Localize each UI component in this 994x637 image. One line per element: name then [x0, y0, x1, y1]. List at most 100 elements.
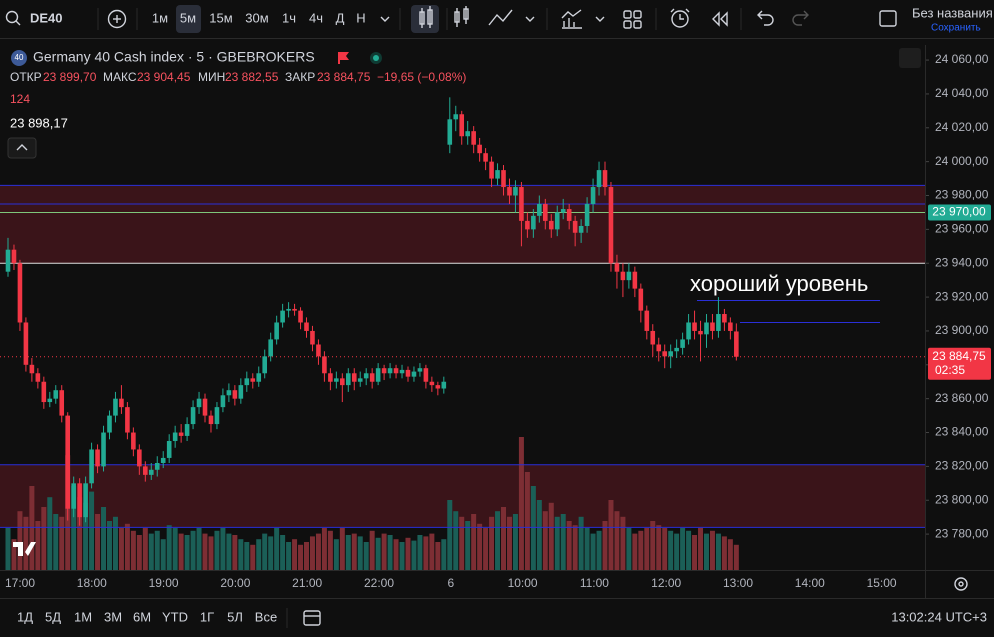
timeframe-button[interactable]: 15м	[209, 10, 232, 25]
range-button[interactable]: 6М	[133, 609, 151, 624]
volume-bar	[23, 516, 29, 570]
candle-body	[489, 161, 494, 179]
volume-bar	[698, 528, 704, 570]
candle-body	[399, 369, 405, 374]
range-button[interactable]: YTD	[162, 609, 188, 624]
volume-bar	[136, 535, 142, 570]
scale-button[interactable]	[899, 48, 921, 68]
candle-body	[435, 385, 441, 389]
volume-bar	[596, 530, 602, 570]
candle-body	[11, 249, 17, 264]
redo-button[interactable]	[792, 10, 809, 26]
range-button[interactable]: 1М	[74, 609, 92, 624]
candles-chart-type[interactable]	[419, 6, 433, 28]
candle-body	[495, 170, 500, 179]
candle-body	[59, 390, 65, 416]
volume-bar	[512, 514, 518, 570]
symbol-title[interactable]: Germany 40 Cash index · 5 · GBEBROKERS	[33, 49, 315, 65]
candle-body	[423, 368, 429, 382]
range-button[interactable]: 5Л	[227, 609, 243, 624]
candle-body	[292, 308, 297, 311]
volume-bar	[172, 528, 178, 570]
y-tick-label: 23 840,00	[935, 425, 989, 439]
timeframe-button[interactable]: 4ч	[309, 10, 323, 25]
indicators-button[interactable]	[488, 9, 513, 26]
layout-button[interactable]	[623, 10, 642, 29]
volume-bar	[11, 539, 17, 570]
save-status[interactable]: Сохранить	[931, 23, 981, 34]
candle-body	[125, 407, 130, 433]
candle-body	[148, 469, 154, 475]
volume-bar	[369, 530, 375, 570]
range-button[interactable]: 5Д	[45, 609, 61, 624]
candle-body	[513, 187, 518, 196]
candle-body	[351, 373, 357, 382]
volume-bar	[35, 521, 41, 570]
volume-bar	[95, 514, 101, 570]
volume-bar	[554, 516, 560, 570]
volume-bar	[477, 523, 483, 570]
candle-body	[710, 322, 715, 331]
volume-bar	[447, 500, 453, 570]
volume-bar	[584, 528, 590, 570]
volume-bar	[226, 533, 232, 570]
collapse-button[interactable]	[7, 137, 37, 159]
timeframe-button[interactable]: Н	[356, 10, 365, 25]
timeframe-button[interactable]: 5м	[180, 10, 196, 25]
candle-body	[29, 364, 35, 374]
replay-button[interactable]	[712, 11, 728, 27]
search-button[interactable]	[5, 10, 21, 26]
range-button[interactable]: 1Г	[200, 609, 214, 624]
y-tick-label: 24 040,00	[935, 86, 989, 100]
clock[interactable]: 13:02:24 UTC+3	[891, 609, 987, 624]
candle-body	[47, 398, 53, 403]
timeframe-dropdown[interactable]	[380, 16, 390, 22]
timeframe-button[interactable]: 1м	[152, 10, 168, 25]
symbol[interactable]: DE40	[30, 10, 63, 25]
timeframe-button[interactable]: Д	[336, 10, 345, 25]
compare-button[interactable]	[561, 9, 582, 29]
volume-bar	[530, 486, 536, 570]
volume-bar	[142, 528, 148, 570]
volume-bar	[160, 539, 166, 570]
volume-bar	[345, 535, 351, 570]
ohlc-label: МАКС	[103, 70, 137, 84]
layout-icon[interactable]	[879, 10, 897, 27]
candle-body	[608, 187, 614, 264]
range-button[interactable]: 1Д	[17, 609, 33, 624]
bars-chart-type[interactable]	[454, 6, 469, 27]
candle-body	[626, 271, 632, 281]
timeframe-button[interactable]: 30м	[245, 10, 268, 25]
volume-bar	[542, 511, 548, 570]
settings-button[interactable]	[954, 577, 968, 591]
candle-body	[226, 390, 232, 396]
compare-dropdown[interactable]	[595, 16, 605, 22]
alert-button[interactable]	[670, 8, 690, 28]
volume-bar	[387, 535, 393, 570]
range-button[interactable]: 3М	[104, 609, 122, 624]
volume-bar	[315, 533, 321, 570]
market-status-dot	[373, 55, 379, 61]
tv-logo	[13, 542, 36, 556]
volume-bar	[29, 486, 35, 570]
candle-body	[154, 463, 160, 470]
volume-bar	[333, 539, 339, 570]
volume-bar	[578, 516, 584, 570]
date-range-button[interactable]	[303, 610, 321, 626]
candle-body	[65, 415, 70, 509]
legend: 40 Germany 40 Cash index · 5 · GBEBROKER…	[7, 49, 466, 159]
range-button[interactable]: Все	[255, 609, 277, 624]
candle-body	[566, 209, 572, 221]
candle-body	[632, 271, 638, 289]
add-symbol-button[interactable]	[107, 9, 127, 29]
indicators-dropdown[interactable]	[525, 16, 535, 22]
ma-value: 23 898,17	[10, 115, 68, 130]
undo-button[interactable]	[757, 10, 774, 26]
layout-name[interactable]: Без названия	[912, 5, 993, 20]
candle-body	[35, 373, 41, 382]
level-price-label: 23 970,00	[932, 205, 986, 219]
candle-body	[453, 114, 459, 120]
timeframe-button[interactable]: 1ч	[282, 10, 296, 25]
flag-icon[interactable]	[338, 52, 349, 64]
candle-body	[590, 187, 596, 204]
